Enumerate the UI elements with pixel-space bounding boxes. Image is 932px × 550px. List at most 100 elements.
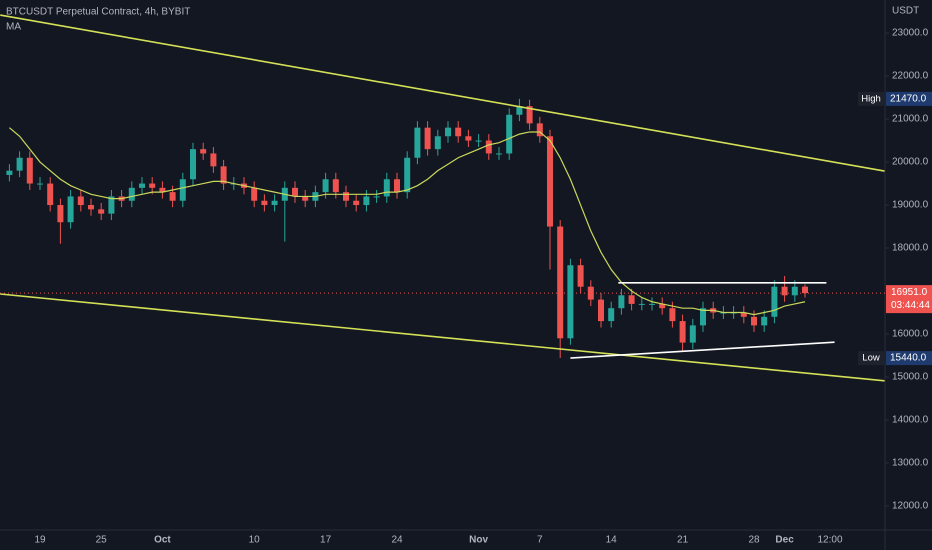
x-tick-label: 10	[249, 535, 261, 546]
candle-body	[169, 192, 176, 201]
candle-body	[700, 308, 706, 326]
candle-body	[628, 295, 635, 304]
last-price-tag	[886, 285, 932, 314]
candle-body	[200, 149, 207, 154]
candle-body	[485, 140, 492, 154]
candle-body	[302, 196, 309, 201]
candle-body	[434, 136, 441, 150]
candle-body	[557, 226, 564, 339]
candle-body	[128, 187, 135, 201]
y-tick-label: 18000.0	[892, 243, 929, 254]
candle-body	[475, 140, 482, 142]
indicator-label: MA	[6, 22, 21, 33]
candle-body	[363, 196, 370, 206]
candle-body	[659, 303, 666, 309]
y-tick-label: 13000.0	[892, 458, 929, 469]
x-tick-label: 17	[320, 535, 332, 546]
candle-body	[404, 157, 411, 193]
candle-body	[261, 200, 268, 206]
y-tick-label: 19000.0	[892, 200, 929, 211]
y-tick-label: 20000.0	[892, 157, 929, 168]
candle-body	[618, 295, 625, 309]
candle-body	[26, 157, 33, 184]
candle-body	[496, 153, 502, 155]
candle-body	[16, 157, 23, 171]
x-tick-label: 12:00	[817, 535, 842, 546]
candle-body	[383, 179, 390, 197]
marker-name-box	[858, 351, 885, 366]
candle-body	[292, 187, 298, 197]
candle-body	[108, 196, 115, 214]
candle-body	[567, 265, 574, 339]
candle-body	[353, 200, 360, 206]
candle-body	[649, 303, 655, 305]
candle-body	[791, 286, 798, 296]
candle-body	[139, 183, 145, 188]
candle-body	[526, 106, 533, 124]
candle-body	[6, 170, 13, 175]
y-tick-label: 12000.0	[892, 501, 929, 512]
candle-body	[445, 127, 451, 137]
marker-value: 21470.0	[890, 94, 927, 105]
x-tick-label: 28	[748, 535, 760, 546]
candle-body	[414, 127, 421, 158]
y-tick-label: 21000.0	[892, 114, 929, 125]
candle-body	[251, 187, 258, 201]
candle-body	[424, 127, 431, 150]
candle-body	[67, 196, 74, 223]
candle-body	[210, 153, 217, 167]
candle-body	[536, 123, 543, 137]
candle-body	[669, 308, 676, 322]
y-tick-label: 22000.0	[892, 71, 929, 82]
candle-body	[98, 209, 105, 214]
candle-body	[771, 286, 778, 317]
candle-body	[802, 286, 808, 294]
y-tick-label: 23000.0	[892, 28, 929, 39]
trend-line	[0, 293, 885, 382]
candle-body	[506, 114, 513, 154]
candle-body	[37, 183, 43, 185]
candle-body	[781, 286, 788, 296]
currency-label: USDT	[892, 6, 919, 17]
candle-body	[179, 179, 186, 201]
x-tick-label: Oct	[154, 535, 171, 546]
marker-name: Low	[862, 353, 880, 364]
x-tick-label: 21	[677, 535, 689, 546]
candle-body	[149, 183, 156, 188]
x-tick-label: Dec	[775, 535, 794, 546]
candle-body	[271, 200, 278, 206]
plot-area	[0, 14, 885, 382]
marker-tag	[886, 91, 932, 106]
candle-body	[587, 286, 594, 300]
candle-body	[322, 179, 329, 193]
last-price-countdown: 03:44:44	[891, 300, 930, 311]
x-tick-label: 19	[34, 535, 46, 546]
trend-line	[570, 341, 835, 359]
x-tick-label: Nov	[469, 535, 488, 546]
candle-body	[332, 179, 339, 193]
y-tick-label: 16000.0	[892, 329, 929, 340]
candle-body	[638, 303, 645, 305]
candle-body	[159, 187, 166, 193]
marker-value: 15440.0	[890, 353, 927, 364]
candle-body	[608, 308, 615, 322]
candle-body	[751, 316, 757, 326]
candle-body	[88, 205, 94, 210]
candle-body	[761, 316, 768, 326]
candle-body	[547, 136, 553, 227]
candle-body	[47, 183, 54, 206]
candle-body	[190, 149, 196, 180]
ma-line	[9, 127, 806, 316]
candle-body	[343, 192, 349, 201]
candle-body	[373, 196, 380, 198]
chart-title: BTCUSDT Perpetual Contract, 4h, BYBIT	[6, 7, 190, 18]
x-tick-label: 14	[606, 535, 618, 546]
x-tick-label: 24	[391, 535, 403, 546]
candle-body	[516, 106, 523, 115]
trend-line	[0, 14, 885, 172]
candle-body	[598, 299, 604, 322]
x-tick-label: 25	[96, 535, 108, 546]
last-price-value: 16951.0	[891, 287, 928, 298]
